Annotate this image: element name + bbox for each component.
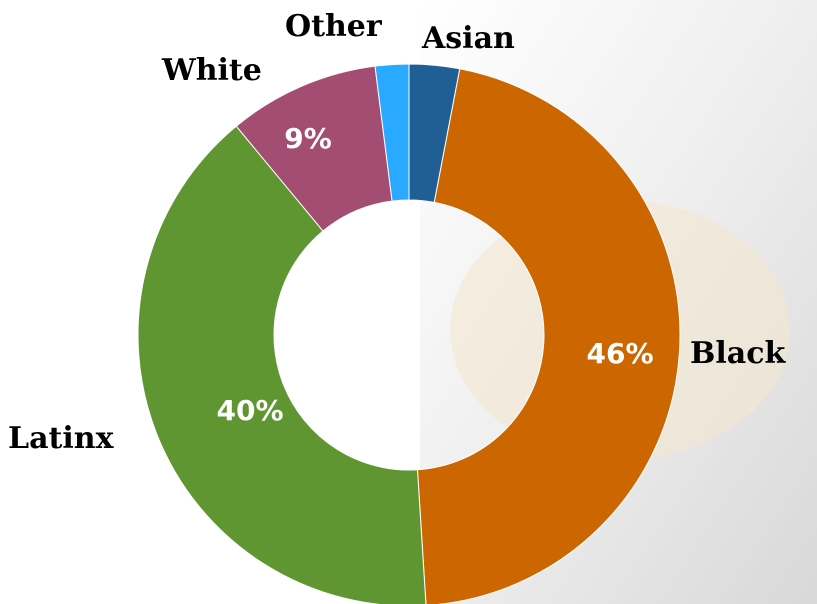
category-label: Asian (421, 21, 515, 56)
slice (137, 125, 427, 604)
category-label: Black (690, 336, 786, 371)
slice (374, 63, 410, 202)
category-label: Other (285, 9, 383, 44)
category-label: Latinx (8, 421, 115, 456)
slice (416, 68, 681, 604)
category-label: White (161, 53, 262, 88)
value-label: 46% (586, 337, 653, 370)
value-label: 40% (216, 394, 283, 427)
value-label: 9% (284, 122, 332, 155)
